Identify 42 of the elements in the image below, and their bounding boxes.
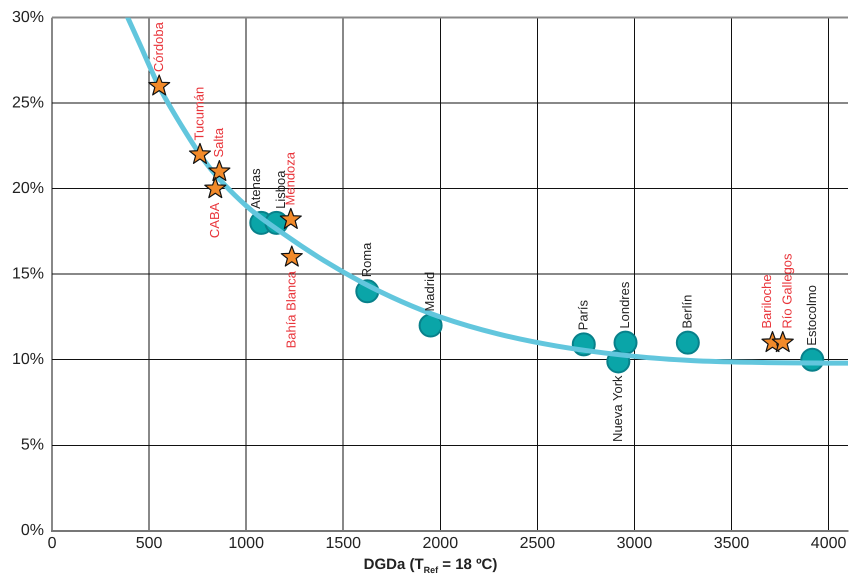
- annotation: CABA: [206, 202, 222, 238]
- x-tick-label: 3000: [616, 534, 652, 552]
- point: [188, 142, 212, 164]
- annotation: Roma: [358, 242, 374, 278]
- x-tick-label: 2000: [422, 534, 458, 552]
- point: [148, 74, 170, 96]
- y-tick-label: 0%: [20, 522, 44, 540]
- y-tick-label: 10%: [12, 351, 44, 368]
- annotation: Atenas: [248, 168, 263, 209]
- point: [772, 331, 794, 352]
- x-tick-label: 2500: [520, 534, 556, 552]
- annotation: Córdoba: [150, 21, 166, 72]
- annotation: Salta: [210, 127, 226, 158]
- annotation: Tucumán: [192, 86, 207, 140]
- annotation: Madrid: [422, 272, 438, 312]
- annotation: Bariloche: [759, 274, 774, 329]
- point: [204, 177, 226, 198]
- annotation: Estocolmo: [804, 285, 819, 346]
- x-tick-label: 1000: [228, 534, 264, 552]
- point: [418, 314, 443, 338]
- y-tick-label: 30%: [12, 9, 44, 26]
- x-tick-label: 500: [136, 534, 163, 552]
- annotation: París: [575, 299, 590, 330]
- x-tick-label: 1500: [325, 534, 362, 552]
- point: [280, 245, 303, 267]
- y-tick-label: 5%: [20, 436, 44, 454]
- annotation: Bahía Blanca: [283, 270, 298, 348]
- y-tick-label: 20%: [12, 180, 44, 198]
- x-tick-label: 4000: [810, 534, 846, 552]
- annotation: Río Gallegos: [779, 252, 794, 329]
- x-tick-label: 0: [48, 534, 57, 552]
- annotation: Londres: [617, 281, 632, 329]
- point: [676, 330, 700, 355]
- point: [614, 330, 638, 355]
- y-tick-label: 15%: [12, 266, 44, 283]
- annotation: Nueva York: [610, 374, 625, 442]
- x-tick-label: 3500: [714, 534, 750, 552]
- y-tick-label: 25%: [12, 94, 44, 112]
- x-axis-title: DGDa (T$_{Ref}$ = 18 ºC): [362, 556, 498, 575]
- point: [280, 208, 302, 229]
- point: [208, 160, 230, 182]
- annotation: Berlín: [679, 294, 694, 329]
